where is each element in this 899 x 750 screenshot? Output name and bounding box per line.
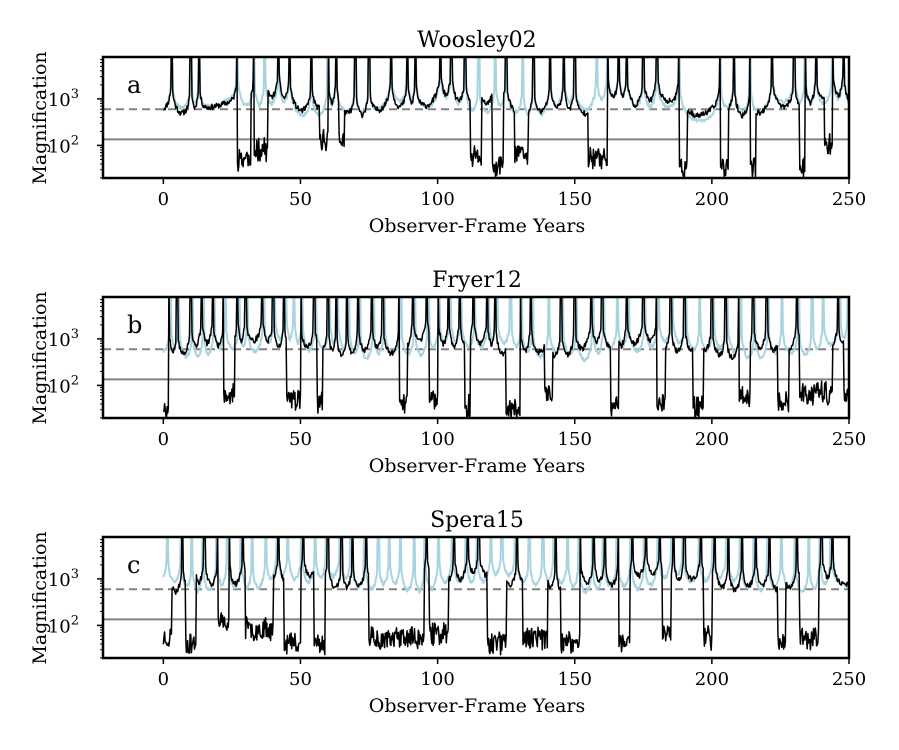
panel-a-series-black <box>162 57 849 178</box>
panel-c-series <box>162 537 849 656</box>
panel-c-xtick-label: 100 <box>420 669 454 690</box>
panel-c-series-black <box>162 537 849 656</box>
panel-b-xtick-label: 100 <box>420 429 454 450</box>
panel-b-ytick-label: 102 <box>48 373 79 397</box>
panel-a-plot: 0 50 100 150 200 250 102 103 <box>48 55 866 210</box>
panel-b-xtick-label: 250 <box>832 429 866 450</box>
panel-b-xlabel: Observer-Frame Years <box>369 455 586 477</box>
panel-b-ytick-label: 103 <box>48 327 79 351</box>
panel-b-plot: 0 50 100 150 200 250 102 103 <box>48 295 866 450</box>
panel-c-ylabel: Magnification <box>29 531 51 664</box>
panel-c-xtick-label: 50 <box>289 669 312 690</box>
panel-b-ylabel: Magnification <box>29 291 51 424</box>
panel-b-series-black <box>162 297 849 418</box>
panel-b-title: Fryer12 <box>432 268 522 293</box>
panel-a-ytick-label: 102 <box>48 133 79 157</box>
panel-b-ticks: 0 50 100 150 200 250 102 103 <box>48 299 866 450</box>
panel-b-xtick-label: 150 <box>558 429 592 450</box>
panel-b-series-lightblue <box>162 297 849 363</box>
panel-a-reference-lines <box>103 108 849 141</box>
panel-a-xtick-label: 250 <box>832 189 866 210</box>
panel-b-xtick-label: 50 <box>289 429 312 450</box>
panel-b-series <box>162 297 849 418</box>
panel-a-ytick-label: 103 <box>48 87 79 111</box>
panel-a-xtick-label: 200 <box>695 189 729 210</box>
panel-a-letter: a <box>127 71 141 99</box>
panel-a-ticks: 0 50 100 150 200 250 102 103 <box>48 59 866 210</box>
panel-a-xtick-label: 100 <box>420 189 454 210</box>
panel-c-ytick-label: 102 <box>48 613 79 637</box>
panel-a-xtick-label: 150 <box>558 189 592 210</box>
panel-c-ticks: 0 50 100 150 200 250 102 103 <box>48 539 866 690</box>
panel-b-axes-frame <box>101 295 851 420</box>
panel-a: Woosley02 0 50 100 150 200 250 102 103 a Observ… <box>29 28 866 237</box>
panel-c-ytick-label: 103 <box>48 567 79 591</box>
panel-a-xlabel: Observer-Frame Years <box>369 215 586 237</box>
panel-b: Fryer12 0 50 100 150 200 250 102 103 b Observer… <box>29 268 866 477</box>
panel-c: Spera15 0 50 100 150 200 250 102 103 c Observer… <box>29 508 866 717</box>
panel-c-plot: 0 50 100 150 200 250 102 103 <box>48 535 866 690</box>
panel-a-xtick-label: 0 <box>158 189 169 210</box>
panel-a-title: Woosley02 <box>417 28 536 53</box>
panel-b-xtick-label: 0 <box>158 429 169 450</box>
panel-b-letter: b <box>127 311 142 339</box>
panel-a-axes-frame <box>101 55 851 180</box>
panel-a-xtick-label: 50 <box>289 189 312 210</box>
panel-c-letter: c <box>127 551 140 579</box>
panel-c-reference-lines <box>103 588 849 621</box>
panel-c-xlabel: Observer-Frame Years <box>369 695 586 717</box>
panel-c-title: Spera15 <box>430 508 524 533</box>
panel-a-ylabel: Magnification <box>29 51 51 184</box>
panel-c-xtick-label: 0 <box>158 669 169 690</box>
panel-c-xtick-label: 200 <box>695 669 729 690</box>
panel-b-reference-lines <box>103 348 849 381</box>
panel-a-series <box>162 57 849 178</box>
panel-b-xtick-label: 200 <box>695 429 729 450</box>
panel-c-axes-frame <box>101 535 851 660</box>
panel-c-xtick-label: 150 <box>558 669 592 690</box>
panel-c-series-lightblue <box>162 537 849 595</box>
panel-c-xtick-label: 250 <box>832 669 866 690</box>
